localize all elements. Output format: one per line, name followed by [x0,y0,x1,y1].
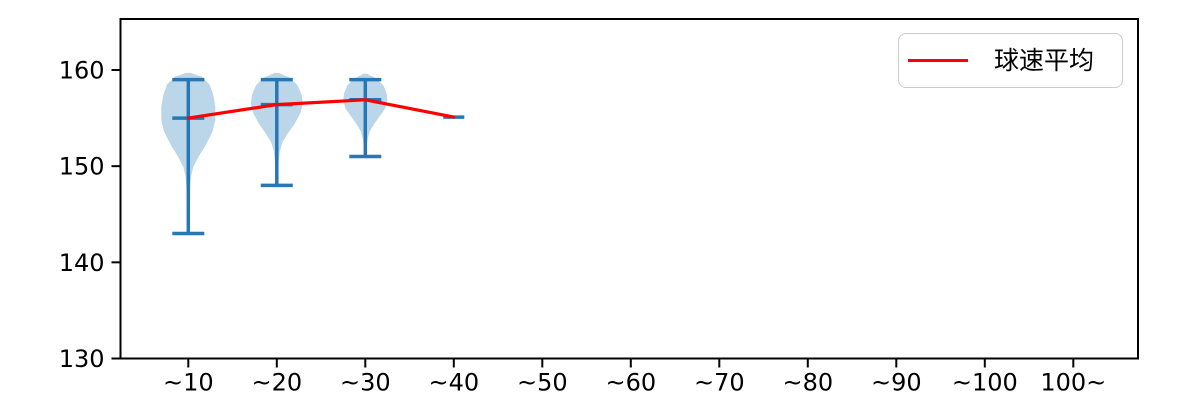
x-tick-label: ~40 [428,369,479,397]
x-tick-label: ~70 [694,369,745,397]
x-tick-label: ~100 [952,369,1018,397]
legend: 球速平均 [898,33,1123,88]
y-tick-label: 160 [59,57,105,85]
x-tick-label: ~50 [517,369,568,397]
x-tick-label: ~60 [605,369,656,397]
x-tick-label: ~80 [782,369,833,397]
mean-line [186,98,456,120]
y-tick-label: 130 [59,345,105,373]
x-tick-label: ~90 [871,369,922,397]
x-tick-label: ~20 [251,369,302,397]
y-tick-label: 140 [59,249,105,277]
y-tick-label: 150 [59,153,105,181]
axes-frame [119,18,1139,360]
legend-line-sample [908,59,968,62]
x-tick-label: ~10 [163,369,214,397]
legend-label: 球速平均 [994,46,1095,75]
x-tick-label: ~30 [340,369,391,397]
x-tick-label: 100~ [1040,369,1106,397]
